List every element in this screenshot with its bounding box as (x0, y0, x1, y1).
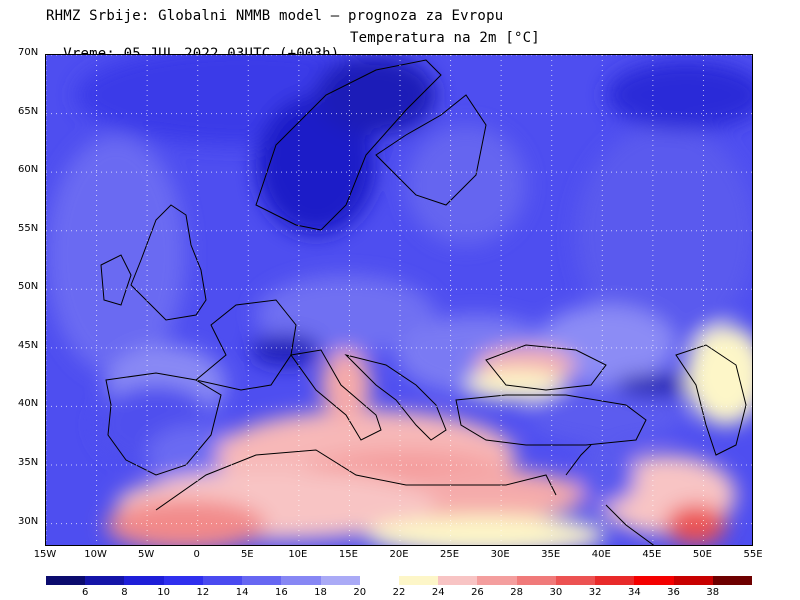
colorbar-label: 38 (706, 587, 720, 598)
colorbar-segment (634, 576, 675, 585)
colorbar-segment (46, 576, 86, 585)
colorbar-label: 30 (549, 587, 563, 598)
longitude-tick-label: 15W (33, 549, 57, 560)
colorbar-segment (359, 576, 400, 585)
colorbar-segment (320, 576, 361, 585)
colorbar-segment (281, 576, 322, 585)
colorbar-segment (202, 576, 243, 585)
latitude-tick-label: 40N (18, 398, 39, 410)
longitude-tick-label: 45E (642, 549, 662, 560)
latitude-tick-label: 35N (18, 457, 39, 468)
latitude-tick-label: 65N (18, 105, 39, 117)
colorbar-segment (438, 576, 478, 585)
colorbar-label: 6 (82, 587, 89, 598)
colorbar-label: 32 (588, 587, 602, 598)
parameter-label: Temperatura na 2m [°C] (350, 30, 540, 46)
longitude-tick-label: 30E (490, 549, 510, 560)
colorbar-label: 34 (627, 587, 641, 598)
colorbar-segment (85, 576, 125, 585)
colorbar-label: 14 (235, 587, 249, 598)
colorbar-label: 28 (510, 587, 524, 598)
longitude-tick-label: 0 (193, 549, 200, 560)
longitude-tick-label: 10E (288, 549, 308, 560)
longitude-tick-label: 25E (440, 549, 460, 560)
colorbar-label: 16 (274, 587, 288, 598)
colorbar-label: 36 (667, 587, 680, 598)
colorbar-label: 8 (121, 587, 128, 598)
colorbar-label: 24 (431, 587, 445, 598)
colorbar-label: 12 (196, 587, 210, 598)
longitude-tick-label: 55E (743, 549, 763, 560)
longitude-tick-label: 35E (541, 549, 561, 560)
map-canvas (46, 55, 752, 545)
latitude-tick-label: 30N (18, 515, 39, 527)
colorbar-label: 18 (314, 587, 327, 598)
longitude-tick-label: 5E (240, 549, 254, 560)
temperature-map (45, 54, 753, 546)
colorbar (46, 576, 753, 585)
colorbar-label: 26 (471, 587, 484, 598)
colorbar-segment (673, 576, 714, 585)
colorbar-segment (477, 576, 518, 585)
colorbar-segment (712, 576, 753, 585)
colorbar-segment (242, 576, 282, 585)
longitude-tick-label: 10W (84, 549, 107, 560)
latitude-tick-label: 50N (18, 281, 39, 293)
map-title: RHMZ Srbije: Globalni NMMB model — progn… (46, 8, 504, 24)
colorbar-segment (595, 576, 635, 585)
longitude-tick-label: 20E (389, 549, 409, 560)
colorbar-segment (124, 576, 165, 585)
latitude-tick-label: 60N (18, 164, 39, 176)
colorbar-segment (555, 576, 596, 585)
colorbar-segment (399, 576, 439, 585)
longitude-tick-label: 40E (591, 549, 611, 560)
colorbar-label: 10 (157, 587, 171, 598)
latitude-tick-label: 45N (18, 339, 39, 351)
longitude-tick-label: 5W (138, 549, 155, 560)
longitude-tick-label: 15E (338, 549, 358, 560)
gridlines (46, 55, 752, 545)
latitude-tick-label: 70N (18, 47, 39, 58)
colorbar-segment (163, 576, 204, 585)
colorbar-label: 22 (392, 587, 406, 598)
longitude-tick-label: 50E (692, 549, 712, 560)
colorbar-label: 20 (353, 587, 367, 598)
latitude-tick-label: 55N (18, 222, 39, 234)
colorbar-segment (516, 576, 557, 585)
